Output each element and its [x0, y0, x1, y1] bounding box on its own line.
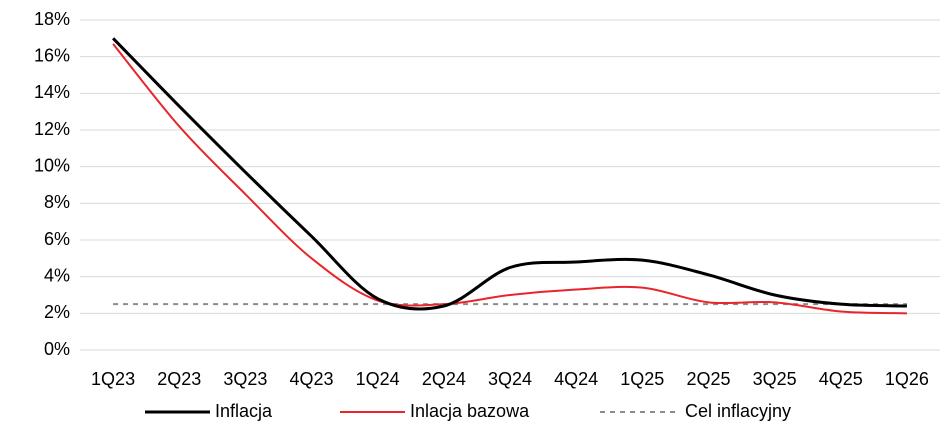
y-tick-label: 6%	[44, 229, 70, 249]
x-tick-label: 4Q23	[290, 369, 334, 389]
series-line	[112, 43, 907, 315]
y-tick-label: 2%	[44, 302, 70, 322]
x-tick-label: 4Q25	[819, 369, 863, 389]
x-tick-label: 2Q25	[686, 369, 730, 389]
x-tick-label: 1Q24	[356, 369, 400, 389]
x-tick-label: 1Q23	[91, 369, 135, 389]
y-tick-label: 12%	[34, 119, 70, 139]
x-tick-label: 4Q24	[554, 369, 598, 389]
x-tick-label: 3Q23	[223, 369, 267, 389]
x-tick-label: 3Q25	[753, 369, 797, 389]
y-tick-label: 14%	[34, 82, 70, 102]
x-tick-label: 2Q24	[422, 369, 466, 389]
legend-label: Cel inflacyjny	[685, 401, 791, 421]
x-tick-label: 3Q24	[488, 369, 532, 389]
x-tick-label: 1Q25	[620, 369, 664, 389]
y-tick-label: 8%	[44, 192, 70, 212]
y-tick-label: 4%	[44, 265, 70, 285]
y-tick-label: 18%	[34, 9, 70, 29]
x-tick-label: 1Q26	[885, 369, 929, 389]
y-tick-label: 16%	[34, 45, 70, 65]
x-tick-label: 2Q23	[157, 369, 201, 389]
y-tick-label: 0%	[44, 339, 70, 359]
legend-label: Inflacja	[215, 401, 273, 421]
legend-label: Inlacja bazowa	[410, 401, 530, 421]
series-line	[112, 37, 907, 311]
y-tick-label: 10%	[34, 155, 70, 175]
